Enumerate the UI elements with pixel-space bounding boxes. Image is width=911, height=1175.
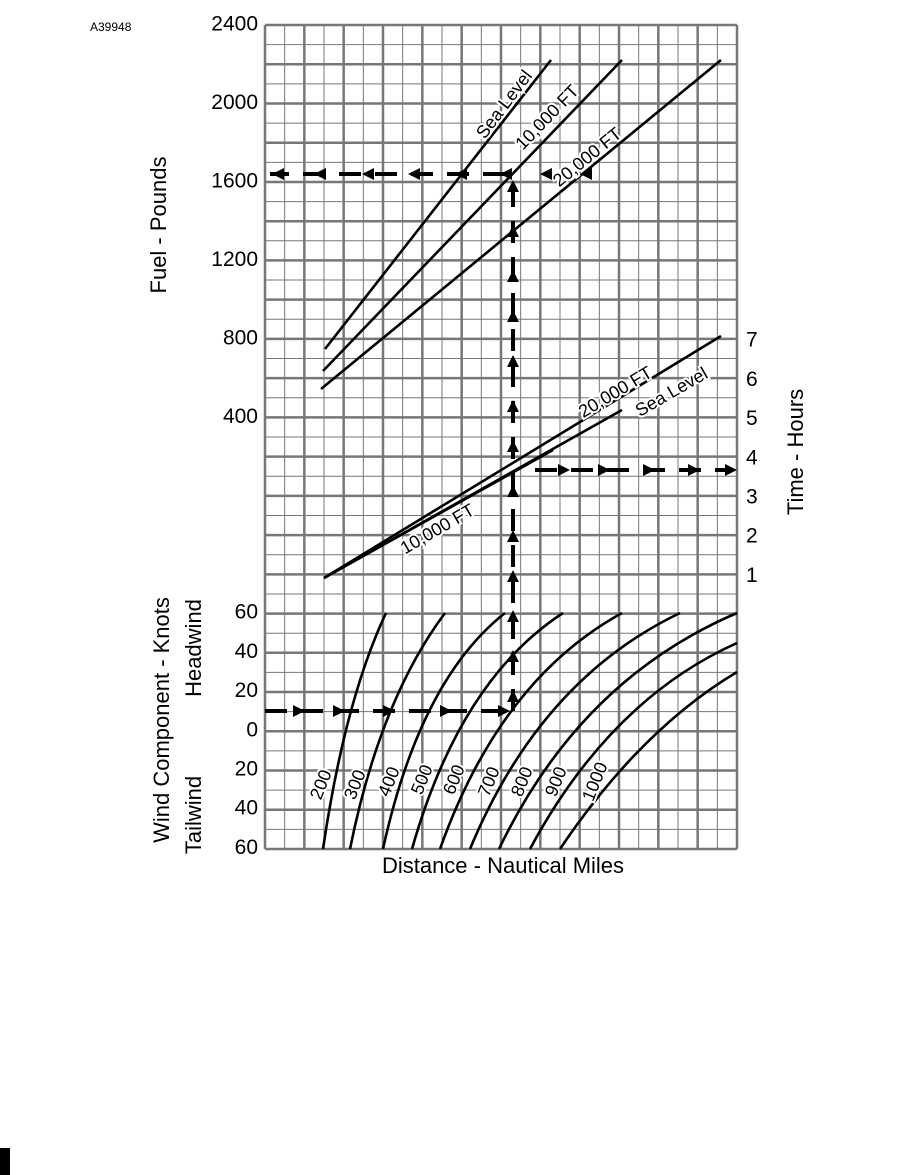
- wind-tick: 60: [235, 836, 258, 859]
- distance-curve: [468, 611, 681, 850]
- wind-tick: 20: [235, 757, 258, 780]
- arrowhead: [725, 464, 737, 476]
- arrowhead: [507, 355, 519, 367]
- time-tick: 7: [746, 329, 758, 352]
- arrowhead: [580, 168, 592, 180]
- time-curve: [323, 334, 722, 580]
- arrowhead: [507, 610, 519, 622]
- time-tick: 6: [746, 368, 758, 391]
- time-curve: [323, 448, 554, 580]
- arrowhead: [507, 485, 519, 497]
- figure-id: A39948: [90, 20, 132, 34]
- arrowhead: [598, 464, 610, 476]
- arrowhead: [558, 464, 570, 476]
- fuel-tick: 1600: [211, 169, 258, 192]
- wind-tick: 0: [246, 718, 258, 741]
- arrowhead: [540, 168, 552, 180]
- fuel-curve: [322, 59, 623, 372]
- arrowhead: [507, 530, 519, 542]
- fuel-tick: 2400: [211, 13, 258, 36]
- wind-tick: 60: [235, 601, 258, 624]
- corner-mark: [0, 1148, 10, 1175]
- arrowhead: [498, 705, 510, 717]
- fuel-tick: 1200: [211, 248, 258, 271]
- arrowhead: [688, 464, 700, 476]
- arrowhead: [455, 168, 467, 180]
- headwind-label: Headwind: [181, 599, 206, 697]
- time-title: Time - Hours: [783, 389, 808, 515]
- arrowhead: [383, 705, 395, 717]
- arrowhead: [507, 650, 519, 662]
- arrowheads: [272, 168, 737, 717]
- arrowhead: [507, 270, 519, 282]
- arrowhead: [440, 705, 452, 717]
- fuel-tick: 2000: [211, 91, 258, 114]
- distance-curve: [348, 612, 447, 850]
- arrowhead: [507, 570, 519, 582]
- distance-curve: [381, 611, 506, 850]
- fuel-curve: [323, 59, 553, 350]
- wind-title: Wind Component - Knots: [149, 597, 174, 843]
- arrowhead: [408, 168, 420, 180]
- tick-labels: 2400 2000 1600 1200 800 400 7 6 5 4 3 2 1 60 40 20 0 20 40…: [211, 13, 758, 859]
- arrowhead: [507, 180, 519, 192]
- fuel-title: Fuel - Pounds: [146, 157, 171, 294]
- arrowhead: [314, 168, 326, 180]
- arrowhead: [507, 690, 519, 702]
- arrowhead: [507, 310, 519, 322]
- distance-curve: [321, 612, 388, 850]
- fuel-tick: 800: [223, 326, 258, 349]
- time-tick: 5: [746, 407, 758, 430]
- time-tick: 4: [746, 446, 758, 469]
- time-tick: 1: [746, 564, 758, 587]
- arrowhead: [333, 705, 345, 717]
- distance-curve: [410, 611, 564, 850]
- distance-curve: [497, 611, 738, 850]
- arrowhead: [507, 440, 519, 452]
- arrowhead: [362, 168, 374, 180]
- time-tick: 3: [746, 485, 758, 508]
- arrowhead: [507, 225, 519, 237]
- wind-tick: 40: [235, 640, 258, 663]
- time-tick: 2: [746, 525, 758, 548]
- tailwind-label: Tailwind: [181, 776, 206, 854]
- distance-curve: [558, 670, 738, 850]
- fuel-curve: [320, 58, 722, 391]
- arrowhead: [507, 400, 519, 412]
- fuel-tick: 400: [223, 405, 258, 428]
- arrowhead: [500, 168, 512, 180]
- distance-label: 400: [374, 764, 404, 799]
- arrowhead: [293, 705, 305, 717]
- wind-tick: 40: [235, 797, 258, 820]
- arrowhead: [272, 168, 284, 180]
- distance-curve: [528, 641, 738, 850]
- distance-curve: [438, 611, 623, 850]
- distance-labels: 200 300 400 500 600 700 800 900 1000: [304, 757, 614, 806]
- distance-label: 700: [474, 764, 504, 799]
- distance-title: Distance - Nautical Miles: [382, 853, 624, 878]
- wind-tick: 20: [235, 679, 258, 702]
- arrowhead: [643, 464, 655, 476]
